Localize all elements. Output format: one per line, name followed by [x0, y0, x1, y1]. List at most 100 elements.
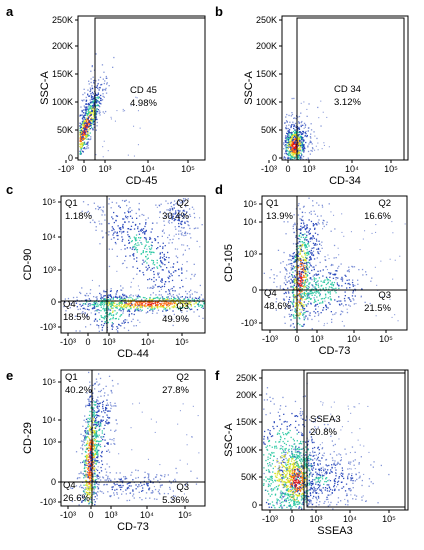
event-dot [191, 436, 193, 438]
event-dot [94, 480, 96, 482]
event-dot [87, 110, 89, 112]
event-dot [302, 141, 304, 143]
event-dot [279, 287, 281, 289]
event-dot [80, 433, 82, 435]
event-dot [392, 232, 394, 234]
event-dot [291, 280, 293, 282]
event-dot [176, 307, 178, 309]
event-dot [95, 113, 98, 115]
event-dot [89, 483, 91, 485]
event-dot [151, 278, 153, 281]
event-dot [118, 484, 120, 487]
event-dot [148, 301, 150, 303]
event-dot [97, 407, 99, 409]
event-dot [292, 493, 295, 495]
event-dot [112, 66, 114, 68]
event-dot [344, 300, 346, 302]
event-dot [96, 460, 98, 462]
event-dot [348, 279, 350, 281]
event-dot [297, 322, 299, 325]
event-dot [307, 268, 309, 270]
event-dot [95, 154, 97, 156]
event-dot [151, 302, 153, 304]
event-dot [65, 310, 67, 312]
event-dot [104, 295, 106, 297]
event-dot [283, 282, 285, 284]
event-dot [304, 285, 306, 287]
event-dot [318, 277, 321, 279]
event-dot [104, 299, 106, 301]
event-dot [176, 303, 178, 306]
event-dot [142, 251, 144, 253]
event-dot [290, 156, 292, 158]
event-dot [122, 311, 124, 313]
event-dot [96, 411, 99, 413]
event-dot [90, 472, 92, 474]
event-dot [329, 298, 332, 300]
event-dot [291, 148, 294, 150]
event-dot [341, 280, 344, 282]
event-dot [132, 295, 134, 297]
event-dot [173, 219, 175, 222]
event-dot [147, 483, 149, 485]
event-dot [130, 228, 132, 231]
event-dot [145, 492, 148, 494]
event-dot [316, 291, 318, 293]
event-dot [291, 257, 294, 260]
event-dot [101, 223, 103, 225]
event-dot [166, 304, 168, 306]
event-dot [88, 126, 90, 128]
event-dot [167, 213, 169, 215]
event-dot [105, 404, 108, 406]
event-dot [94, 303, 96, 305]
event-dot [147, 458, 149, 460]
event-dot [297, 455, 299, 457]
event-dot [105, 75, 107, 78]
event-dot [72, 296, 75, 299]
event-dot [152, 222, 154, 224]
event-dot [311, 284, 313, 286]
event-dot [91, 98, 93, 101]
event-dot [279, 271, 281, 273]
event-dot [95, 432, 97, 434]
event-dot [301, 120, 303, 123]
event-dot [325, 306, 328, 308]
event-dot [294, 483, 296, 485]
event-dot [148, 474, 150, 476]
event-dot [291, 112, 293, 114]
event-dot [327, 281, 329, 283]
event-dot [193, 299, 195, 301]
event-dot [105, 309, 107, 311]
event-dot [113, 229, 115, 231]
event-dot [128, 211, 130, 214]
event-dot [307, 130, 309, 132]
event-dot [91, 101, 93, 103]
event-dot [291, 150, 293, 152]
event-dot [161, 285, 163, 288]
event-dot [89, 488, 91, 490]
event-dot [311, 147, 314, 149]
event-dot [106, 82, 108, 84]
event-dot [298, 257, 300, 259]
event-dot [176, 256, 179, 259]
event-dot [297, 315, 300, 317]
event-dot [319, 295, 321, 297]
event-dot [283, 292, 285, 295]
event-dot [161, 261, 163, 264]
event-dot [315, 308, 317, 310]
event-dot [91, 87, 94, 90]
event-dot [87, 488, 89, 490]
event-dot [300, 112, 302, 114]
event-dot [297, 150, 299, 152]
event-dot [195, 227, 197, 229]
event-dot [300, 290, 302, 292]
event-dot [98, 105, 100, 107]
event-dot [104, 219, 106, 221]
event-dot [138, 295, 140, 298]
event-dot [324, 259, 326, 261]
event-dot [163, 224, 166, 226]
event-dot [310, 237, 312, 239]
event-dot [113, 221, 115, 224]
event-dot [159, 211, 161, 214]
event-dot [173, 296, 175, 298]
